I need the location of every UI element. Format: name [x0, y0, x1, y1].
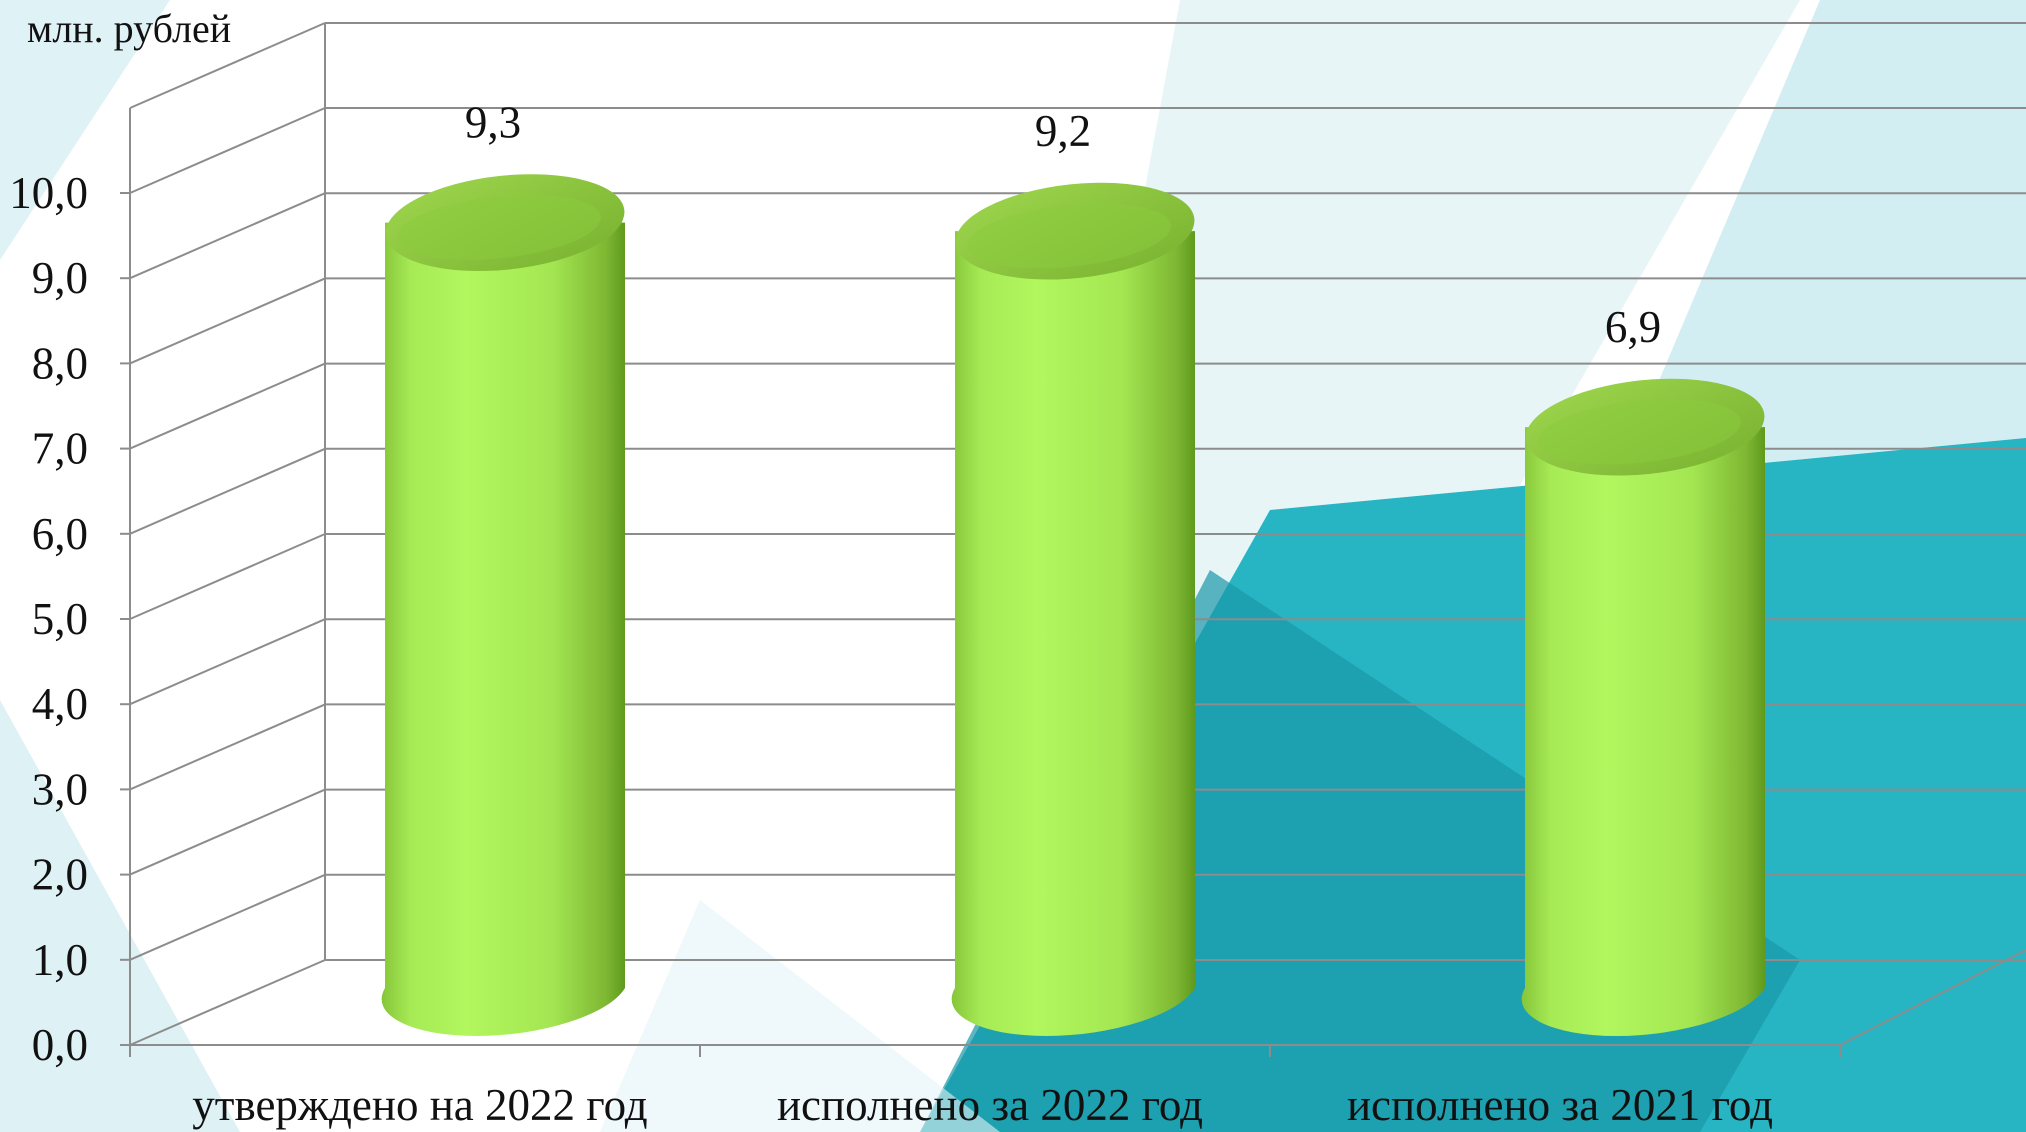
bar-top-highlight	[1537, 399, 1741, 465]
x-category-label: исполнено за 2021 год	[1347, 1080, 1773, 1130]
data-label: 9,2	[1035, 106, 1091, 156]
data-label: 9,3	[465, 98, 521, 148]
y-tick-label: 0,0	[32, 1020, 88, 1070]
gridline-side	[129, 703, 326, 791]
y-tick-label: 2,0	[32, 850, 88, 900]
floor-right-edge	[1839, 949, 2026, 1046]
unit-label: млн. рублей	[27, 6, 231, 51]
gridline-side	[129, 788, 326, 876]
y-tick-label: 4,0	[32, 679, 88, 729]
bar-top-highlight	[397, 194, 601, 260]
y-tick-label: 6,0	[32, 509, 88, 559]
bar-body	[381, 222, 625, 1036]
y-tick-label: 9,0	[32, 253, 88, 303]
gridline-side	[129, 22, 326, 109]
gridline-side	[129, 192, 326, 280]
bar	[951, 182, 1195, 1036]
chart-labels: 0,0 1,0 2,0 3,0 4,0 5,0 6,0 7,0 8,0 9,0 10,0 9,3 утв…	[9, 98, 1773, 1130]
data-label: 6,9	[1605, 302, 1661, 352]
bar-body	[951, 231, 1195, 1036]
y-tick-label: 8,0	[32, 338, 88, 388]
gridline-side	[129, 873, 326, 961]
gridline-side	[129, 959, 326, 1046]
bar-top-highlight	[967, 203, 1171, 269]
y-tick-label: 1,0	[32, 935, 88, 985]
bar	[381, 174, 625, 1036]
gridline-side	[129, 277, 326, 365]
chart-bars	[381, 174, 1765, 1037]
y-tick-label: 5,0	[32, 594, 88, 644]
bg-light-band-left	[0, 0, 170, 260]
gridline-side	[129, 533, 326, 620]
y-tick-label: 7,0	[32, 424, 88, 474]
y-tick-label: 3,0	[32, 764, 88, 814]
bar	[1521, 378, 1765, 1037]
y-tick-label: 10,0	[9, 168, 88, 218]
bg-light-wedge-bottom	[600, 900, 1000, 1132]
bar-body	[1521, 427, 1765, 1037]
x-category-label: утверждено на 2022 год	[192, 1080, 647, 1130]
gridline-side	[129, 107, 326, 194]
gridline-side	[129, 618, 326, 706]
gridline-side	[129, 362, 326, 450]
x-category-label: исполнено за 2022 год	[777, 1080, 1203, 1130]
bg-light-band-top	[1050, 0, 1800, 700]
gridline-side	[129, 447, 326, 535]
